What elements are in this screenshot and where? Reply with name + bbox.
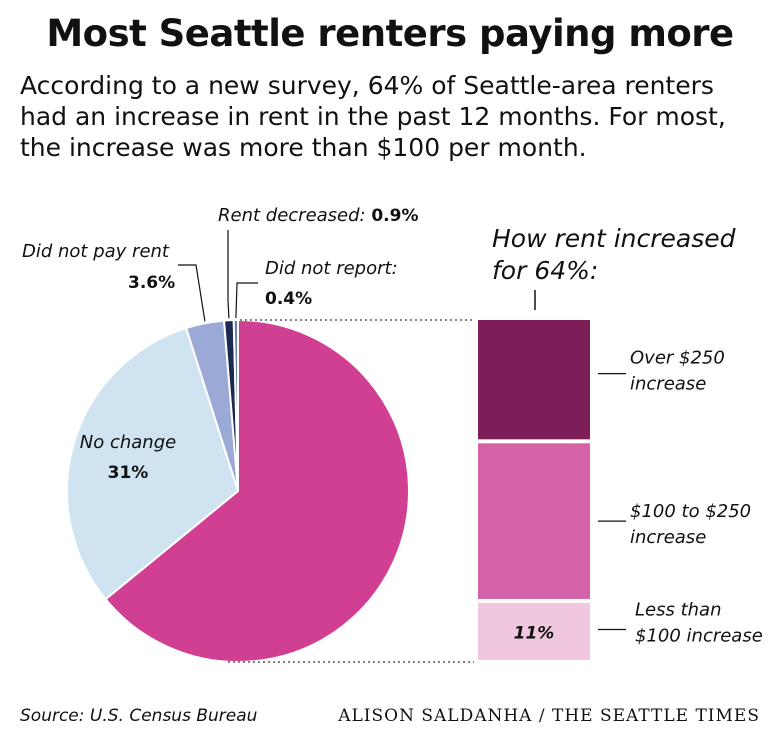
- value-less-than-100-increase: 11%: [514, 623, 555, 643]
- leader-did-not-pay-rent: [178, 264, 206, 322]
- label-less-than-100-increase-line-1: Less than: [635, 599, 721, 620]
- pie-slice-rent-increased: [104, 318, 410, 663]
- leader-did-not-report: [235, 282, 258, 319]
- credit-line: ALISON SALDANHA / THE SEATTLE TIMES: [338, 706, 760, 726]
- pie-slice-no-change: [66, 326, 240, 601]
- value-did-not-pay-rent: 3.6%: [128, 273, 175, 293]
- bar-segment-over-250-increase: [478, 320, 590, 440]
- chart-title: Most Seattle renters paying more: [46, 12, 734, 55]
- bar-title-line-2: for 64%:: [492, 256, 598, 285]
- label-no-change: No change: [80, 432, 176, 453]
- label-over-250-increase-line-2: increase: [630, 374, 706, 395]
- label-did-not-report: Did not report:: [265, 258, 398, 279]
- bar-title-line-1: How rent increased: [492, 224, 736, 253]
- label-less-than-100-increase-line-2: $100 increase: [635, 625, 763, 646]
- chart-subtitle: According to a new survey, 64% of Seattl…: [20, 71, 726, 162]
- label-rent-decreased: Rent decreased: 0.9%: [218, 205, 419, 226]
- value-rent-decreased: 0.9%: [371, 206, 418, 226]
- label-100-to-250-increase-line-2: increase: [630, 527, 706, 548]
- value-did-not-report: 0.4%: [265, 289, 312, 309]
- value-no-change: 31%: [108, 463, 149, 483]
- bar-segment-less-than-100-increase: [478, 602, 590, 660]
- source-note: Source: U.S. Census Bureau: [20, 706, 258, 726]
- pie-to-bar-connectors: [228, 319, 474, 663]
- pie-slice-did-not-report: [232, 318, 239, 492]
- label-over-250-increase-line-1: Over $250: [630, 348, 725, 369]
- label-100-to-250-increase-line-1: $100 to $250: [630, 501, 751, 522]
- pie-chart: [66, 318, 410, 663]
- leader-rent-decreased: [227, 230, 230, 319]
- bar-segment-100-to-250-increase: [478, 443, 590, 599]
- stacked-bar-chart: [478, 320, 590, 660]
- chart-labels: How rent increased for 64%: No change 31%…: [22, 205, 763, 646]
- label-did-not-pay-rent: Did not pay rent: [22, 241, 170, 262]
